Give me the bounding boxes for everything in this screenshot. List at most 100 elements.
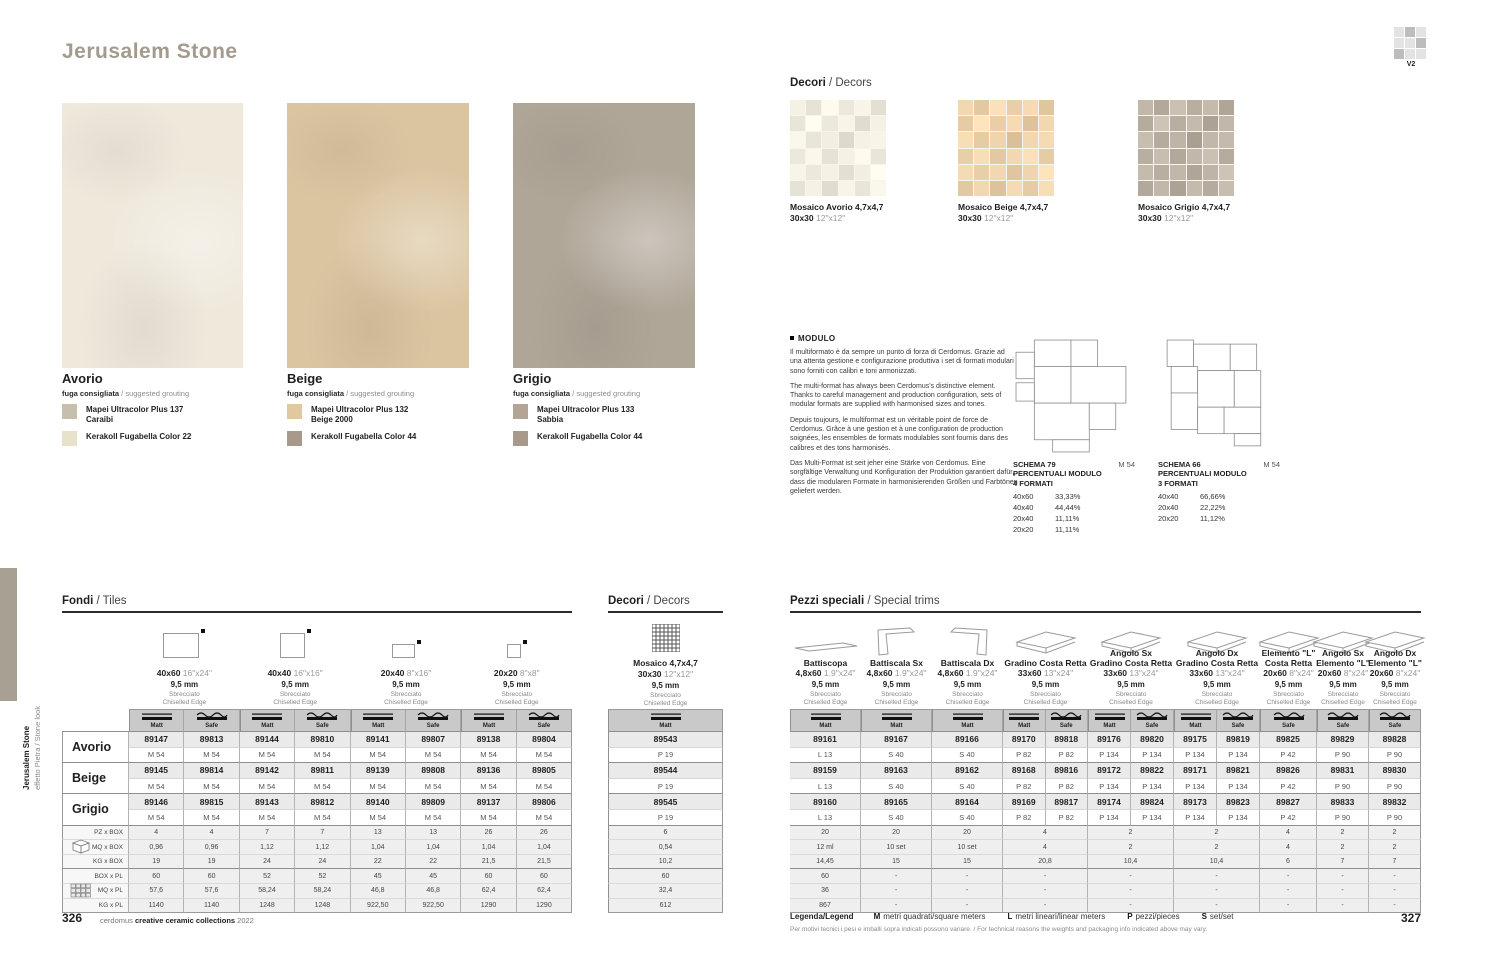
mosaic-chip bbox=[1170, 132, 1186, 148]
grade-cell: M 54 bbox=[295, 747, 351, 764]
page-title: Jerusalem Stone bbox=[62, 40, 238, 63]
finish-strip-cell: Matt bbox=[129, 709, 185, 732]
decor-col-header-block: Mosaico 4,7x4,7 30x30 12"x12" 9,5 mm Sbrecc… bbox=[608, 618, 723, 710]
article-code-cell: 89819 bbox=[1217, 732, 1260, 748]
mosaic-chip bbox=[1170, 116, 1186, 132]
grade-cell: M 54 bbox=[129, 809, 185, 826]
matt-finish-icon bbox=[952, 713, 983, 720]
grout-color-swatch bbox=[287, 431, 302, 446]
hdr-name-box: Angolo Sx Gradino Costa Retta bbox=[1051, 642, 1211, 668]
mosaic-chip bbox=[838, 148, 854, 164]
article-code-cell: 89806 bbox=[516, 794, 573, 810]
mosaic-size: 30x30 12"x12" bbox=[790, 213, 883, 224]
grout-swatch-row: Mapei Ultracolor Plus 137 Caraibi bbox=[62, 404, 263, 424]
pack-value-cell: 7 bbox=[295, 825, 351, 841]
grade-cell: M 54 bbox=[239, 809, 296, 826]
pack-value-cell: 7 bbox=[1369, 854, 1421, 870]
edge-line1: Sbrecciato bbox=[390, 691, 422, 698]
pack-value-cell: 1290 bbox=[516, 898, 573, 914]
shade-square bbox=[1405, 49, 1415, 59]
fondi-table: Matt Safe Matt Safe Matt Safe Matt Safe Avorio 89… bbox=[62, 709, 573, 914]
pack-value-cell: - bbox=[1088, 898, 1174, 914]
pack-value-cell: 19 bbox=[129, 854, 185, 870]
trim-name-line: Angolo Sx bbox=[1321, 648, 1365, 658]
finish-label: Safe bbox=[1388, 723, 1402, 729]
grade-cell: P 134 bbox=[1131, 747, 1174, 764]
edge-line1: Sbrecciato bbox=[1115, 691, 1147, 698]
size-cm: 40x40 bbox=[267, 668, 292, 678]
pack-value-cell: 1140 bbox=[129, 898, 185, 914]
pack-value-cell: 58,24 bbox=[295, 884, 351, 899]
pack-value-cell: 60 bbox=[790, 869, 861, 885]
size-label: 4,8x60 1.9"x24" bbox=[888, 668, 1048, 678]
grout-swatch-row: Mapei Ultracolor Plus 133 Sabbia bbox=[513, 404, 715, 424]
schema-percent-table: 40x40 66,66% 20x40 22,22% 20x20 11,12% bbox=[1158, 492, 1225, 525]
size-column-header: Angolo Dx Gradino Costa Retta 33x60 13"x24… bbox=[1157, 618, 1277, 710]
hdr-icon-wrap bbox=[837, 622, 957, 658]
grade-cell: M 54 bbox=[129, 778, 185, 795]
thickness-label: 9,5 mm bbox=[953, 680, 982, 689]
legend-note: Per motivi tecnici i pesi e imballi sopr… bbox=[790, 926, 1208, 933]
schema-percent-cell: 20x20 bbox=[1158, 514, 1179, 523]
finish-label: Safe bbox=[205, 723, 218, 729]
size-column-header: Gradino Costa Retta 33x60 13"x24" 9,5 mm Sb… bbox=[986, 618, 1106, 710]
size-column-header: 40x40 16"x16" 9,5 mm Sbrecciato Chiselled E… bbox=[235, 618, 355, 710]
article-code-cell: 89169 bbox=[1003, 794, 1046, 810]
slab-trim-icon bbox=[1100, 631, 1162, 654]
schema-line2: 4 FORMATI bbox=[1013, 479, 1053, 488]
mosaic-chip bbox=[1218, 164, 1234, 180]
shade-square bbox=[1405, 27, 1415, 37]
mosaic-chip bbox=[806, 180, 822, 196]
finish-strip-cell: Safe bbox=[1260, 709, 1317, 732]
trim-name-line: Angolo Dx bbox=[1195, 648, 1239, 658]
trims-title: Pezzi speciali / Special trims bbox=[790, 595, 940, 607]
pack-value-cell: - bbox=[932, 898, 1003, 914]
size-label: 40x60 16"x24" bbox=[104, 668, 264, 678]
size-inches: 13"x24" bbox=[1041, 668, 1074, 678]
size-cm: 4,8x60 bbox=[795, 668, 822, 678]
mosaic-chip bbox=[854, 100, 870, 116]
grade-cell: P 134 bbox=[1088, 778, 1131, 795]
edge-line1: Sbrecciato bbox=[1201, 691, 1233, 698]
mosaic-chip bbox=[958, 148, 974, 164]
edge-line1: Sbrecciato bbox=[881, 691, 912, 698]
legend-key: L bbox=[1007, 912, 1013, 921]
article-code-cell: 89544 bbox=[608, 763, 723, 779]
modulo-block: MODULO Il multiformato è da sempre un pu… bbox=[790, 334, 1018, 502]
article-code-cell: 89821 bbox=[1217, 763, 1260, 779]
chiselled-dot-icon bbox=[201, 629, 206, 633]
article-code-cell: 89142 bbox=[239, 763, 296, 779]
finish-label: Safe bbox=[316, 723, 329, 729]
finish-label: Matt bbox=[961, 723, 974, 729]
grade-cell: M 54 bbox=[405, 747, 462, 764]
mosaic-chip bbox=[822, 148, 838, 164]
thickness-label: 9,5 mm bbox=[651, 681, 680, 690]
edge-line2: Chiselled Edge bbox=[874, 698, 919, 706]
pack-value-cell: 45 bbox=[350, 869, 406, 885]
mosaic-chip bbox=[838, 116, 854, 132]
shade-square bbox=[1416, 38, 1426, 48]
mosaic-chip bbox=[958, 180, 974, 196]
grout-product-line: Mapei Ultracolor Plus 133 bbox=[537, 405, 635, 414]
size-inches: 16"x16" bbox=[291, 668, 323, 678]
finish-strip-cell: Matt bbox=[790, 709, 861, 732]
edge-line1: Sbrecciato bbox=[1273, 691, 1304, 698]
finish-label: Matt bbox=[659, 723, 672, 729]
mosaic-chip bbox=[1006, 116, 1022, 132]
mosaic-chip bbox=[974, 132, 990, 148]
size-column-header: 20x40 8"x16" 9,5 mm Sbrecciato Chiselled Ed… bbox=[346, 618, 466, 710]
mosaic-chip bbox=[1218, 148, 1234, 164]
edge-label: Sbrecciato Chiselled Edge bbox=[346, 691, 466, 706]
size-cm: 40x60 bbox=[156, 668, 181, 678]
pack-value-cell: 52 bbox=[239, 869, 296, 885]
mosaic-chip bbox=[1038, 100, 1054, 116]
finish-strip-cell: Matt bbox=[1003, 709, 1046, 732]
mosaic-chip bbox=[1022, 180, 1038, 196]
article-code-cell: 89828 bbox=[1369, 732, 1421, 748]
edge-line2: Chiselled Edge bbox=[1109, 698, 1153, 706]
mosaic-chip bbox=[990, 100, 1006, 116]
edge-label: Sbrecciato Chiselled Edge bbox=[124, 691, 244, 706]
mosaic-chip bbox=[1202, 148, 1218, 164]
grout-color-swatch bbox=[513, 431, 528, 446]
article-code-cell: 89811 bbox=[295, 763, 351, 779]
